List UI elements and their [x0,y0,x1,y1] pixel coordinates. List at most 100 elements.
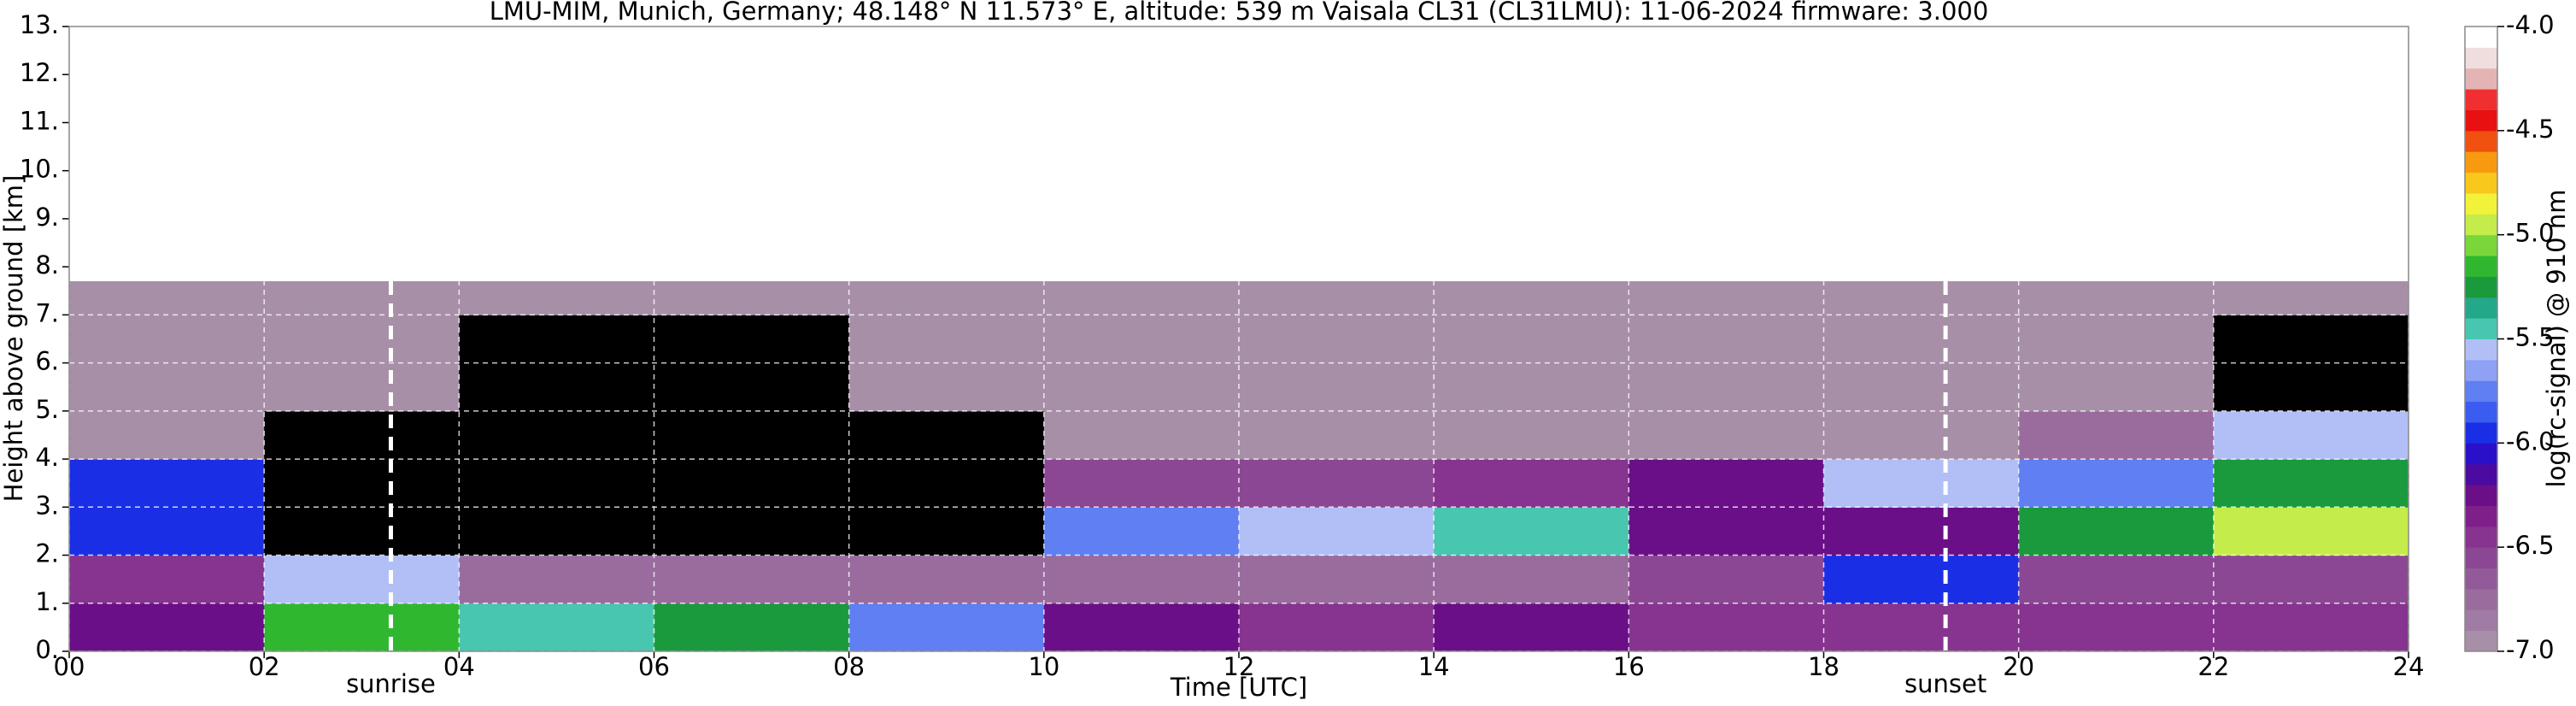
heatmap-cell [2213,555,2409,604]
colorbar-tick-label: -5.5 [2506,323,2555,352]
heatmap-cell [1823,555,2020,604]
y-tick-label: 6. [35,347,59,376]
heatmap-cell [69,281,265,315]
heatmap-cell [459,410,654,460]
heatmap-cell [1043,362,1240,412]
colorbar-swatch [2465,89,2497,110]
heatmap-cell [1043,507,1240,556]
heatmap-cell [1628,281,1824,315]
heatmap-cell [2213,281,2409,315]
heatmap-cell [848,410,1045,460]
heatmap-cell [1823,315,2020,364]
heatmap-cell [1434,459,1629,508]
heatmap-cell [69,555,265,604]
heatmap-cell [1043,459,1240,508]
colorbar-tick-label: -6.5 [2506,531,2555,560]
colorbar-swatch [2465,568,2497,590]
heatmap-cell [1043,603,1240,652]
colorbar-swatch [2465,380,2497,403]
heatmap-cell [1239,555,1435,604]
heatmap-cell [264,281,460,315]
heatmap-cell [654,459,850,508]
colorbar-swatch [2465,214,2497,236]
heatmap-cell [1823,507,2020,556]
heatmap-cell [654,362,850,412]
heatmap-cell [2213,603,2409,652]
heatmap-cell [1043,315,1240,364]
x-tick-label: 08 [833,652,865,681]
heatmap-cell [1043,410,1240,460]
x-tick-label: 02 [249,652,280,681]
colorbar-swatch [2465,338,2497,361]
heatmap-cell [69,603,265,652]
heatmap-cell [1628,507,1824,556]
colorbar-tick-label: -4.0 [2506,10,2555,39]
heatmap-cell [69,459,265,508]
heatmap-cell [2213,315,2409,364]
x-tick-label: 22 [2198,652,2229,681]
y-tick-label: 0. [35,635,59,664]
heatmap-cell [2018,555,2215,604]
colorbar-tick-label: -7.0 [2506,635,2555,664]
heatmap-cell [459,555,654,604]
heatmap-cell [848,281,1045,315]
colorbar-tick-label: -5.0 [2506,219,2555,248]
heatmap-cell [1239,459,1435,508]
colorbar-swatch [2465,630,2497,652]
y-tick-label: 12. [20,58,59,87]
colorbar-swatch [2465,26,2497,48]
heatmap-cell [69,410,265,460]
heatmap-cell [1434,410,1629,460]
heatmap-cell [2213,507,2409,556]
annotation-label: sunrise [346,669,436,698]
plot-frame [68,26,2409,652]
heatmap-cell [1823,281,2020,315]
heatmap-cell [69,507,265,556]
heatmap-cell [1628,315,1824,364]
heatmap-cell [1823,362,2020,412]
colorbar-swatch [2465,172,2497,194]
y-tick-label: 4. [35,443,59,472]
colorbar-swatch [2465,505,2497,527]
heatmap-cell [1239,410,1435,460]
heatmap-cell [2213,410,2409,460]
heatmap-cell [848,315,1045,364]
y-tick-label: 10. [20,155,59,184]
colorbar-swatch [2465,256,2497,277]
heatmap-cell [848,507,1045,556]
colorbar-swatch [2465,318,2497,339]
heatmap-cell [459,362,654,412]
heatmap-cell [2018,281,2215,315]
chart-title: LMU-MIM, Munich, Germany; 48.148° N 11.5… [490,0,1989,26]
y-tick-label: 5. [35,395,59,424]
colorbar-label: log(rc-signal) @ 910 nm [2542,190,2571,488]
colorbar-swatch [2465,485,2497,506]
heatmap-cell [264,410,460,460]
heatmap-cell [2018,459,2215,508]
heatmap-cell [1239,603,1435,652]
annotation-label: sunset [1904,669,1986,698]
heatmap-cell [459,315,654,364]
x-tick-label: 24 [2393,652,2425,681]
x-tick-label: 00 [54,652,85,681]
heatmap-cell [459,281,654,315]
colorbar-swatch [2465,443,2497,465]
x-tick-label: 10 [1028,652,1059,681]
colorbar-swatch [2465,547,2497,569]
colorbar-tick-label: -4.5 [2506,115,2555,144]
heatmap-cell [1239,281,1435,315]
colorbar-swatch [2465,588,2497,610]
heatmap-cell [69,315,265,364]
colorbar-swatch [2465,192,2497,215]
heatmap-cell [1823,410,2020,460]
y-tick-label: 7. [35,298,59,327]
x-axis-label: Time [UTC] [1170,673,1307,702]
heatmap-cell [1239,507,1435,556]
heatmap-cell [654,281,850,315]
heatmap-cell [848,362,1045,412]
colorbar-swatch [2465,463,2497,485]
colorbar-swatch [2465,68,2497,90]
heatmap-cell [69,362,265,412]
heatmap-cell [1043,555,1240,604]
